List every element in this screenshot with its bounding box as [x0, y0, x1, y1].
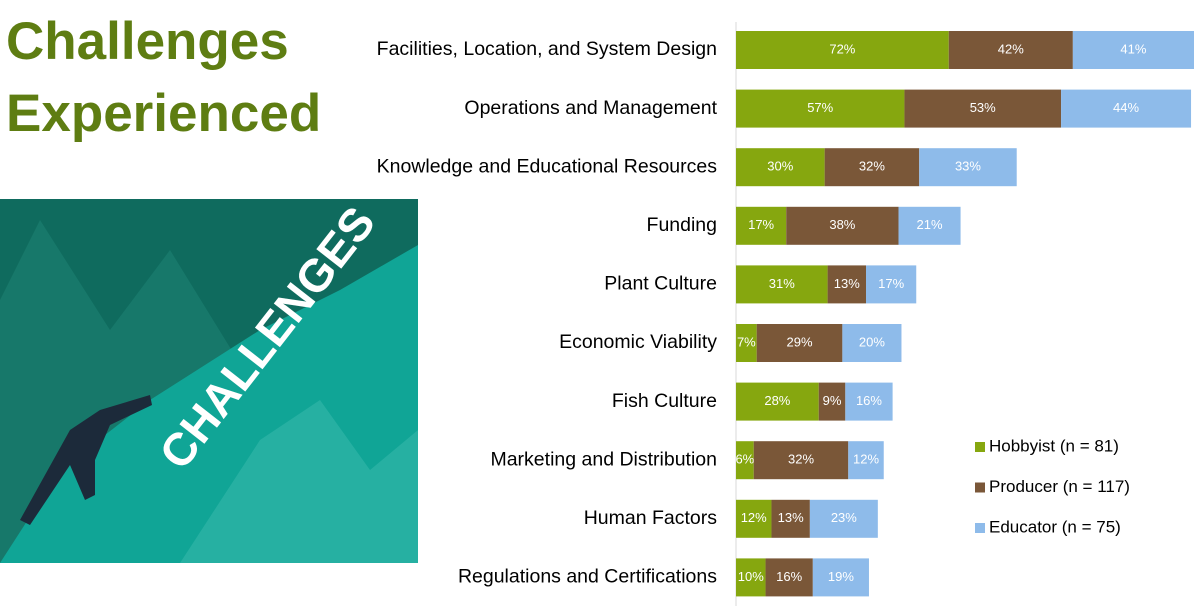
data-label: 13% [834, 276, 860, 291]
bar-segment [736, 265, 828, 304]
bar-segment [818, 382, 846, 421]
bar-segment [736, 206, 787, 245]
legend-label: Hobbyist (n = 81) [989, 436, 1119, 455]
bar-segment [827, 265, 867, 304]
bar-segment [824, 148, 920, 187]
data-label: 9% [823, 393, 842, 408]
bar-segment [736, 324, 757, 362]
category-label: Marketing and Distribution [490, 448, 717, 470]
data-label: 42% [998, 41, 1024, 56]
category-label: Fish Culture [612, 390, 717, 412]
bar-segment [771, 499, 810, 538]
bar-segment [736, 441, 754, 480]
data-label: 38% [829, 217, 855, 232]
data-label: 23% [831, 510, 857, 525]
bar-segment [765, 558, 813, 597]
bar-segment [736, 89, 905, 128]
category-label: Facilities, Location, and System Design [377, 38, 717, 60]
data-label: 57% [807, 100, 833, 115]
bar-segment [919, 148, 1017, 187]
bar-segment [809, 499, 878, 538]
bar-segment [736, 558, 766, 597]
bar-segment [904, 89, 1062, 128]
data-label: 29% [787, 334, 813, 349]
data-label: 32% [788, 452, 814, 467]
data-label: 17% [748, 217, 774, 232]
bar-segment [736, 382, 819, 421]
data-label: 16% [856, 393, 882, 408]
data-label: 53% [970, 100, 996, 115]
legend-swatch [975, 523, 985, 533]
data-label: 41% [1120, 41, 1146, 56]
legend-swatch [975, 482, 985, 493]
legend-label: Producer (n = 117) [989, 477, 1130, 496]
bar-segment [842, 324, 902, 362]
bar-segment [866, 265, 917, 304]
data-label: 7% [737, 334, 756, 349]
data-label: 44% [1113, 100, 1139, 115]
data-label: 21% [917, 217, 943, 232]
bar-segment [756, 324, 843, 362]
illustration: CHALLENGES [0, 197, 418, 563]
data-label: 72% [829, 41, 855, 56]
bar-segment [1072, 31, 1194, 69]
bar-segment [753, 441, 849, 480]
category-label: Regulations and Certifications [458, 566, 717, 588]
data-label: 31% [769, 276, 795, 291]
category-label: Operations and Management [464, 97, 717, 119]
data-label: 16% [776, 569, 802, 584]
data-label: 20% [859, 334, 885, 349]
bar-segment [812, 558, 869, 597]
category-label: Funding [647, 214, 717, 236]
bar-segment [848, 441, 884, 480]
data-label: 12% [853, 452, 879, 467]
data-label: 30% [767, 159, 793, 174]
data-label: 12% [741, 510, 767, 525]
category-label: Knowledge and Educational Resources [377, 155, 718, 177]
data-label: 32% [859, 159, 885, 174]
legend-label: Educator (n = 75) [989, 517, 1121, 536]
data-label: 19% [828, 569, 854, 584]
category-label: Human Factors [584, 507, 718, 529]
bar-segment [948, 31, 1073, 69]
bar-segment [1061, 89, 1192, 128]
bar-segment [736, 499, 772, 538]
data-label: 17% [878, 276, 904, 291]
bar-segment [898, 206, 961, 245]
legend-swatch [975, 442, 985, 452]
bar-segment [845, 382, 893, 421]
bar-segment [736, 148, 825, 187]
category-label: Plant Culture [604, 273, 717, 295]
data-label: 28% [764, 393, 790, 408]
data-label: 6% [735, 452, 754, 467]
bar-segment [786, 206, 899, 245]
data-label: 13% [778, 510, 804, 525]
slide-title: Challenges Experienced [6, 12, 322, 143]
bar-segment [736, 31, 949, 69]
data-label: 33% [955, 159, 981, 174]
data-label: 10% [738, 569, 764, 584]
category-label: Economic Viability [559, 331, 717, 353]
